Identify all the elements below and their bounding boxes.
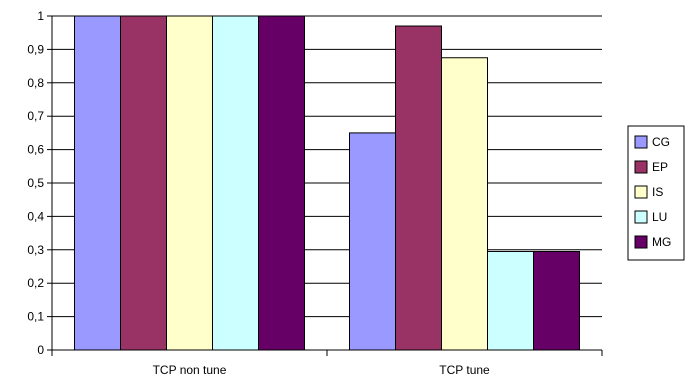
- y-tick-label: 0,9: [27, 42, 44, 56]
- legend-swatch-is: [634, 185, 648, 199]
- y-tick-label: 0,6: [27, 143, 44, 157]
- legend-label-cg: CG: [652, 135, 670, 149]
- legend-label-ep: EP: [652, 160, 668, 174]
- y-tick-label: 0,2: [27, 276, 44, 290]
- legend-swatch-ep: [634, 160, 648, 174]
- bar-mg-0: [258, 15, 305, 351]
- bar-is-0: [166, 15, 213, 351]
- x-category-label: TCP non tune: [153, 363, 227, 377]
- bar-mg-1: [533, 250, 580, 351]
- x-axis-labels: TCP non tune TCP tune: [153, 363, 490, 377]
- bar-is-1: [441, 57, 488, 351]
- x-category-label: TCP tune: [439, 363, 490, 377]
- y-tick-label: 0,4: [27, 209, 44, 223]
- bar-cg-0: [74, 15, 121, 351]
- y-tick-label: 1: [37, 9, 44, 23]
- y-tick-label: 0,1: [27, 310, 44, 324]
- legend-swatch-mg: [634, 235, 648, 249]
- y-tick-label: 0,5: [27, 176, 44, 190]
- legend-label-mg: MG: [652, 235, 671, 249]
- y-axis-ticks: 0 0,1 0,2 0,3 0,4 0,5 0,6 0,7 0,8 0,9 1: [27, 9, 52, 357]
- legend-label-is: IS: [652, 185, 663, 199]
- y-tick-label: 0,7: [27, 109, 44, 123]
- legend-label-lu: LU: [652, 210, 667, 224]
- bar-lu-1: [487, 250, 534, 351]
- bar-cg-1: [349, 132, 396, 351]
- y-tick-label: 0,8: [27, 76, 44, 90]
- bar-lu-0: [212, 15, 259, 351]
- bar-ep-0: [120, 15, 167, 351]
- y-tick-label: 0: [37, 343, 44, 357]
- legend-swatch-cg: [634, 135, 648, 149]
- y-tick-label: 0,3: [27, 243, 44, 257]
- legend-swatch-lu: [634, 210, 648, 224]
- bar-ep-1: [395, 25, 442, 351]
- legend: CG EP IS LU MG: [627, 125, 685, 261]
